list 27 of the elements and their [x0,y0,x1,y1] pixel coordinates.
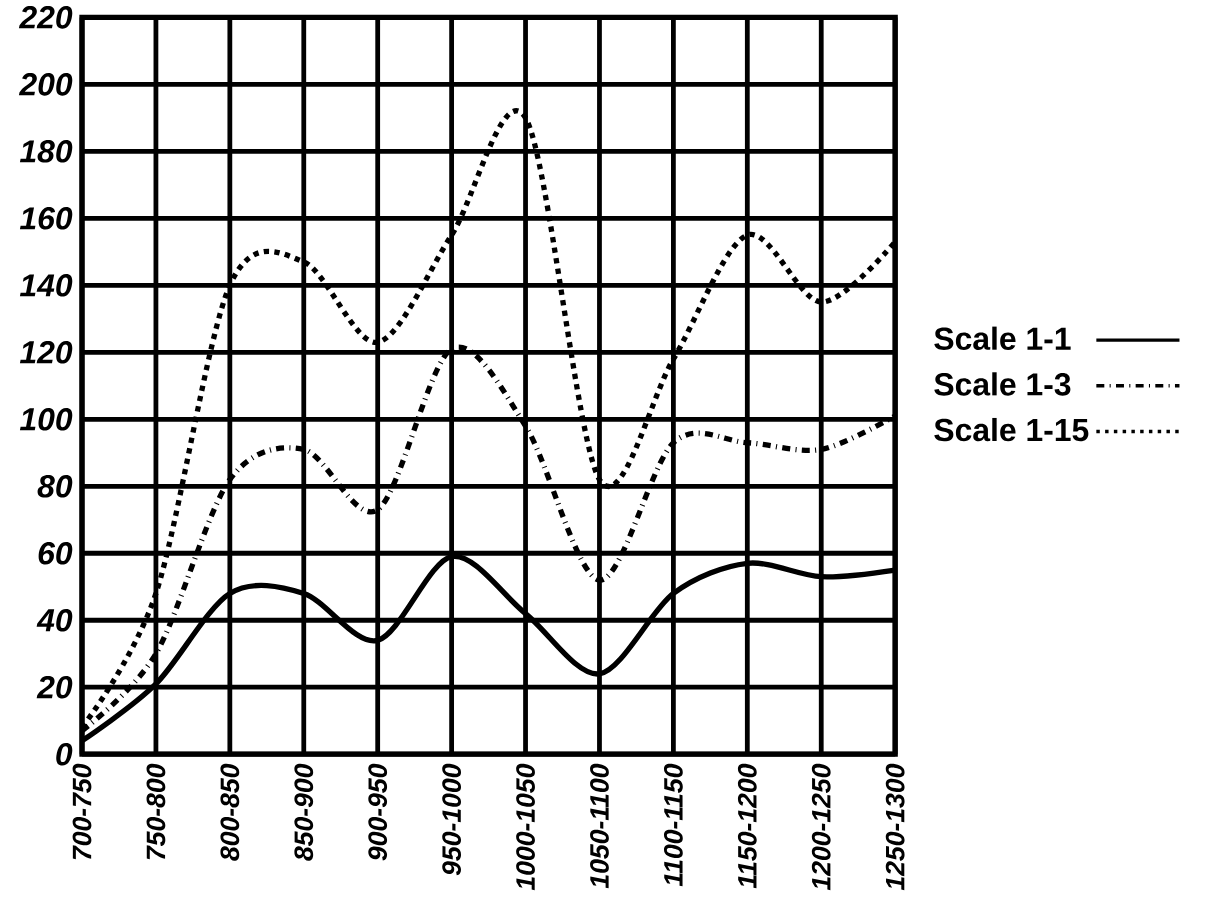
legend-label: Scale 1-3 [934,372,1071,396]
x-tick-label: 900-950 [368,763,388,861]
y-tick-label: 200 [18,72,73,96]
x-tick-label: 750-800 [146,763,166,860]
y-tick-label: 180 [19,139,73,163]
x-tick-label: 1200-1250 [811,763,831,891]
legend-label: Scale 1-1 [934,326,1071,350]
y-tick-label: 60 [38,541,73,565]
y-tick-label: 40 [36,608,73,632]
x-tick-label: 700-750 [72,763,92,860]
x-tick-label: 1150-1200 [737,763,757,889]
x-tick-label: 850-900 [294,763,314,861]
x-tick-label: 1100-1150 [663,763,683,887]
y-tick-label: 120 [19,340,73,364]
x-tick-label: 1250-1300 [885,763,905,891]
y-tick-label: 160 [19,206,73,230]
x-tick-label: 800-850 [220,763,240,861]
y-tick-label: 0 [56,742,73,766]
y-tick-label: 100 [19,407,73,431]
y-tick-label: 220 [18,5,73,29]
y-tick-label: 140 [19,273,73,297]
x-tick-label: 950-1000 [442,763,462,876]
x-tick-label: 1050-1100 [590,763,609,889]
legend-label: Scale 1-15 [934,417,1089,442]
x-tick-label: 1000-1050 [516,763,535,891]
y-tick-label: 80 [37,474,73,498]
y-tick-label: 20 [36,675,73,699]
